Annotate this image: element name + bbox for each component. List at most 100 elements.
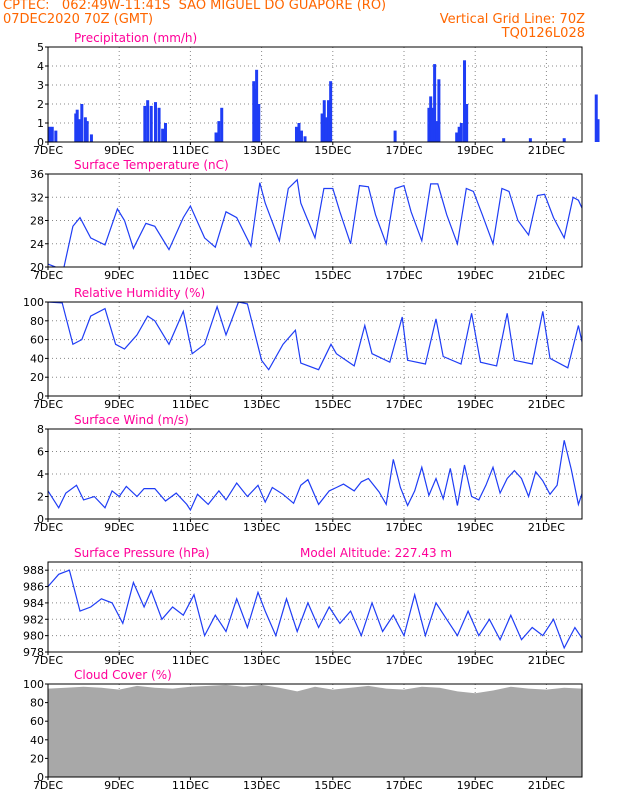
x-tick-label: 9DEC [104,654,134,667]
precip-bar [435,121,439,142]
precip-bar [48,126,52,142]
panel-1 [45,46,600,145]
x-tick-label: 13DEC [243,521,280,534]
plot-frame [47,46,583,143]
precip-bar [154,102,158,142]
x-tick-label: 19DEC [457,779,494,792]
y-tick-label: 0 [37,390,44,403]
y-tick-label: 2 [37,491,44,504]
precip-bar [303,136,307,142]
x-tick-label: 11DEC [172,398,209,411]
x-tick-label: 13DEC [243,654,280,667]
precip-bar [89,134,93,142]
y-tick-label: 28 [30,215,44,228]
y-tick-label: 32 [30,191,44,204]
x-tick-label: 15DEC [314,779,351,792]
x-tick-label: 17DEC [385,779,422,792]
y-tick-label: 36 [30,168,44,181]
x-tick-label: 7DEC [33,521,63,534]
precip-bar [596,119,600,142]
precip-bar [459,123,463,142]
y-tick-label: 100 [23,678,44,691]
precip-bar [54,130,58,142]
y-tick-label: 20 [30,261,44,274]
x-tick-label: 15DEC [314,144,351,157]
x-tick-label: 19DEC [457,521,494,534]
panel-3 [45,301,583,399]
x-tick-label: 9DEC [104,144,134,157]
y-tick-label: 20 [30,752,44,765]
series-line [48,178,582,267]
precip-bar [594,94,598,142]
y-tick-label: 60 [30,715,44,728]
panel-6 [45,683,583,780]
x-tick-label: 19DEC [457,654,494,667]
y-tick-label: 60 [30,334,44,347]
precip-bar [528,138,532,142]
x-tick-label: 7DEC [33,269,63,282]
header-station: CPTEC: 062:49W-11:41S SAO MIGUEL DO GUAP… [3,0,387,13]
y-tick-label: 4 [37,468,44,481]
x-tick-label: 11DEC [172,269,209,282]
y-tick-label: 24 [30,238,44,251]
panel-5 [45,561,583,655]
y-tick-label: 20 [30,371,44,384]
x-tick-label: 13DEC [243,779,280,792]
precip-bar [329,81,333,142]
x-tick-label: 17DEC [385,144,422,157]
y-tick-label: 2 [37,98,44,111]
y-tick-label: 0 [37,513,44,526]
y-tick-label: 0 [37,136,44,149]
x-tick-label: 15DEC [314,398,351,411]
precip-bar [217,121,221,142]
precip-bar [161,128,165,142]
x-tick-label: 9DEC [104,269,134,282]
panel-title: Surface Wind (m/s) [74,413,189,427]
x-tick-label: 13DEC [243,398,280,411]
x-tick-label: 21DEC [528,654,565,667]
precip-bar [437,79,441,142]
x-tick-label: 17DEC [385,398,422,411]
x-tick-label: 15DEC [314,269,351,282]
precip-bar [320,113,324,142]
x-tick-label: 15DEC [314,521,351,534]
plot-frame [47,683,583,778]
precip-bar [457,126,461,142]
y-tick-label: 0 [37,771,44,784]
y-tick-label: 986 [23,581,44,594]
precip-bar [149,105,153,142]
x-tick-label: 13DEC [243,144,280,157]
y-tick-label: 978 [23,646,44,659]
y-tick-label: 8 [37,423,44,436]
precip-bar [465,104,469,142]
precip-bar [299,130,303,142]
x-tick-label: 21DEC [528,779,565,792]
x-tick-label: 21DEC [528,398,565,411]
x-tick-label: 9DEC [104,521,134,534]
panel-annotation: Model Altitude: 227.43 m [300,546,452,560]
precip-bar [433,64,437,142]
precip-bar [255,69,259,142]
y-tick-label: 80 [30,315,44,328]
precip-bar [294,126,298,142]
precip-bar [143,105,147,142]
precip-bar [463,60,467,142]
precip-bar [502,138,506,142]
precip-bar [324,117,328,142]
precip-bar [429,96,433,142]
panel-title: Surface Temperature (nC) [74,158,229,172]
precip-bar [562,138,566,142]
precip-bar [214,132,218,142]
precip-bar [220,107,224,142]
precip-bar [157,107,161,142]
x-tick-label: 21DEC [528,269,565,282]
header-run-code: TQ0126L028 [501,26,585,41]
y-tick-label: 40 [30,352,44,365]
precip-bar [322,100,326,142]
series-line [48,569,582,650]
cloud-cover-area [48,684,582,777]
panel-2 [45,173,583,270]
precip-bar [85,121,89,142]
y-tick-label: 100 [23,296,44,309]
precip-bar [297,123,301,142]
